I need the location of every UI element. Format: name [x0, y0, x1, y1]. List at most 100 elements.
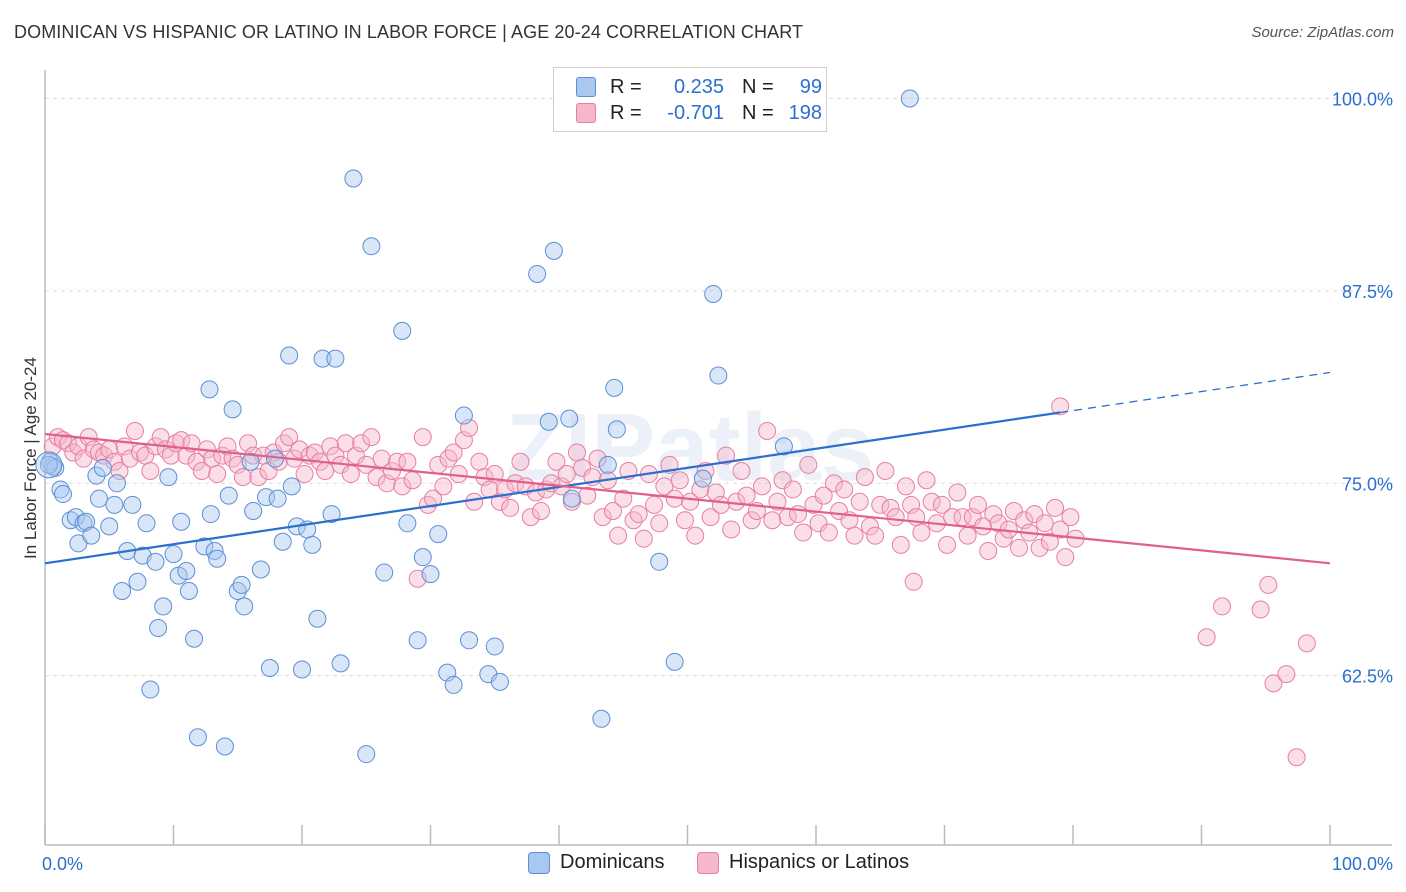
hispanic-point: [922, 492, 941, 511]
hispanic-point: [891, 535, 910, 554]
dominican-point: [257, 488, 276, 507]
hispanic-point: [444, 443, 463, 462]
hispanic-point: [835, 480, 854, 499]
hispanic-point: [434, 477, 453, 496]
dominican-point: [87, 466, 106, 485]
dominican-point: [421, 565, 440, 584]
hispanic-point: [336, 434, 355, 453]
dominican-point: [313, 349, 332, 368]
dominican-point: [485, 637, 504, 656]
hispanic-point: [1297, 634, 1316, 653]
watermark: ZIPatlas: [506, 394, 874, 501]
dominican-point: [137, 514, 156, 533]
hispanic-point: [341, 465, 360, 484]
dominican-point: [172, 512, 191, 531]
hispanic-point: [352, 434, 371, 453]
hispanic-point: [1040, 532, 1059, 551]
hispanic-point: [1061, 508, 1080, 527]
hispanic-point: [876, 461, 895, 480]
dominican-point: [490, 672, 509, 691]
dominican-point: [107, 474, 126, 493]
dominican-point: [665, 652, 684, 671]
dominican-point: [201, 505, 220, 524]
hispanic-point: [1259, 575, 1278, 594]
hispanic-point: [809, 514, 828, 533]
hispanic-point: [881, 498, 900, 517]
hispanic-point: [670, 471, 689, 490]
hispanic-point: [1197, 628, 1216, 647]
hispanic-point: [1051, 520, 1070, 539]
dominican-point: [528, 264, 547, 283]
hispanic-point: [290, 440, 309, 459]
dominican-point: [208, 549, 227, 568]
hispanic-point: [557, 465, 576, 484]
hispanic-point: [824, 474, 843, 493]
hispanic-point: [89, 443, 108, 462]
dominican-point: [650, 552, 669, 571]
dominican-point: [200, 380, 219, 399]
hispanic-point: [1277, 665, 1296, 684]
dominican-point: [562, 489, 581, 508]
dominican-point: [53, 485, 72, 504]
hispanic-point: [1213, 597, 1232, 616]
x-tick-label: 0.0%: [42, 854, 83, 874]
hispanic-point: [465, 492, 484, 511]
grid-lines: [45, 97, 1392, 677]
hispanic-point: [886, 508, 905, 527]
hispanic-point: [917, 471, 936, 490]
hispanic-point: [413, 428, 432, 447]
hispanic-point: [675, 511, 694, 530]
dominican-point: [408, 631, 427, 650]
hispanic-point: [904, 572, 923, 591]
hispanic-point: [629, 505, 648, 524]
hispanic-point: [814, 486, 833, 505]
dominican-point: [235, 597, 254, 616]
stats-legend: R = 0.235 N = 99 R = -0.701 N = 198: [553, 67, 827, 132]
dominican-point: [219, 486, 238, 505]
dominican-point: [598, 455, 617, 474]
dominican-point: [188, 728, 207, 747]
hispanic-point: [866, 526, 885, 545]
hispanic-point: [1051, 397, 1070, 416]
legend-swatch-blue: [576, 77, 596, 97]
dominican-point: [362, 237, 381, 256]
hispanic-point: [645, 495, 664, 514]
hispanic-point: [74, 449, 93, 468]
hispanic-point: [501, 498, 520, 517]
hispanic-point: [424, 489, 443, 508]
legend-row-hispanics: R = -0.701 N = 198: [576, 101, 822, 125]
legend-swatch-pink: [697, 851, 719, 874]
legend-n-label: N =: [742, 101, 774, 124]
hispanic-point: [932, 495, 951, 514]
hispanic-point: [393, 477, 412, 496]
legend-item-dominicans[interactable]: Dominicans: [528, 851, 664, 874]
hispanic-point: [850, 492, 869, 511]
hispanic-point: [321, 437, 340, 456]
hispanic-point: [593, 508, 612, 527]
hispanic-point: [511, 452, 530, 471]
hispanic-trend-line: [44, 432, 1331, 565]
dominican-point: [398, 514, 417, 533]
dominican-point: [282, 477, 301, 496]
legend-item-hispanics[interactable]: Hispanics or Latinos: [697, 851, 909, 874]
hispanic-point: [398, 452, 417, 471]
hispanic-point: [968, 495, 987, 514]
dominican-trend-line: [44, 411, 1061, 565]
hispanic-point: [799, 455, 818, 474]
hispanic-point: [722, 520, 741, 539]
hispanic-point: [732, 461, 751, 480]
x-tick-label: 100.0%: [1332, 854, 1393, 874]
hispanic-point: [1010, 538, 1029, 557]
y-tick-label: 87.5%: [1342, 282, 1393, 302]
hispanic-point: [532, 501, 551, 520]
dominican-point: [146, 552, 165, 571]
dominican-point: [244, 501, 263, 520]
dominican-point: [444, 675, 463, 694]
hispanic-point: [614, 489, 633, 508]
hispanic-point: [43, 437, 62, 456]
hispanic-point: [1264, 674, 1283, 693]
dominican-point: [900, 89, 919, 108]
dominican-point: [141, 680, 160, 699]
hispanic-point: [819, 523, 838, 542]
legend-n-value: 99: [799, 75, 822, 98]
